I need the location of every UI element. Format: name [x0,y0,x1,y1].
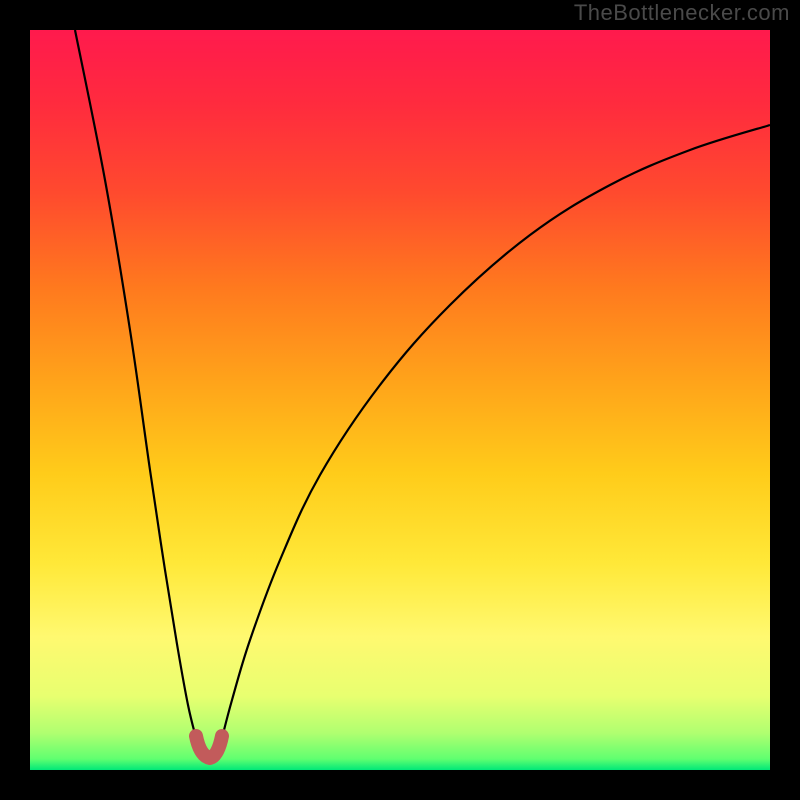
bottleneck-chart [0,0,800,800]
chart-container: TheBottlenecker.com [0,0,800,800]
